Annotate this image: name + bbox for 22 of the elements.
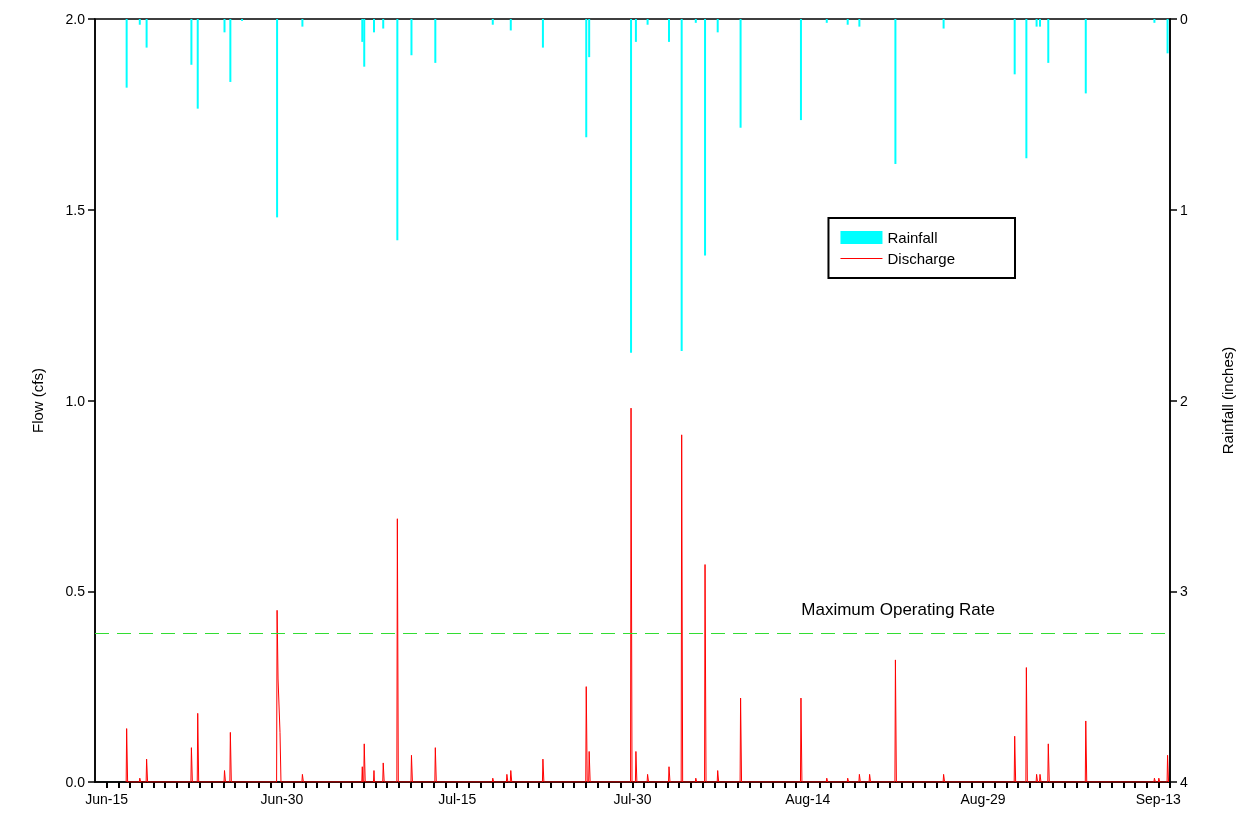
x-tick-label: Aug-14 [785, 791, 831, 807]
y2-tick-label: 2 [1180, 392, 1188, 409]
y2-tick-label: 3 [1180, 583, 1188, 600]
y-axis-title: Flow (cfs) [29, 368, 46, 433]
y-tick-label: 1.0 [65, 392, 86, 409]
x-tick-label: Aug-29 [960, 791, 1006, 807]
y2-axis-title: Rainfall (inches) [1219, 346, 1236, 455]
y2-tick-label: 4 [1180, 774, 1188, 790]
y-tick-label: 0.0 [65, 774, 86, 790]
y2-tick-label: 1 [1180, 201, 1188, 218]
x-tick-label: Jun-15 [85, 791, 129, 807]
y-tick-label: 1.5 [65, 201, 86, 218]
y2-tick-label: 0 [1180, 11, 1188, 27]
legend-label: Discharge [887, 250, 955, 267]
x-tick-label: Jul-15 [438, 791, 477, 807]
x-tick-label: Sep-13 [1135, 791, 1182, 807]
y-tick-label: 2.0 [65, 11, 86, 27]
y-tick-label: 0.5 [65, 583, 86, 600]
x-tick-label: Jul-30 [613, 791, 652, 807]
x-tick-label: Jun-30 [260, 791, 304, 807]
ref-line-label: Maximum Operating Rate [801, 600, 995, 620]
legend-label: Rainfall [887, 229, 938, 246]
